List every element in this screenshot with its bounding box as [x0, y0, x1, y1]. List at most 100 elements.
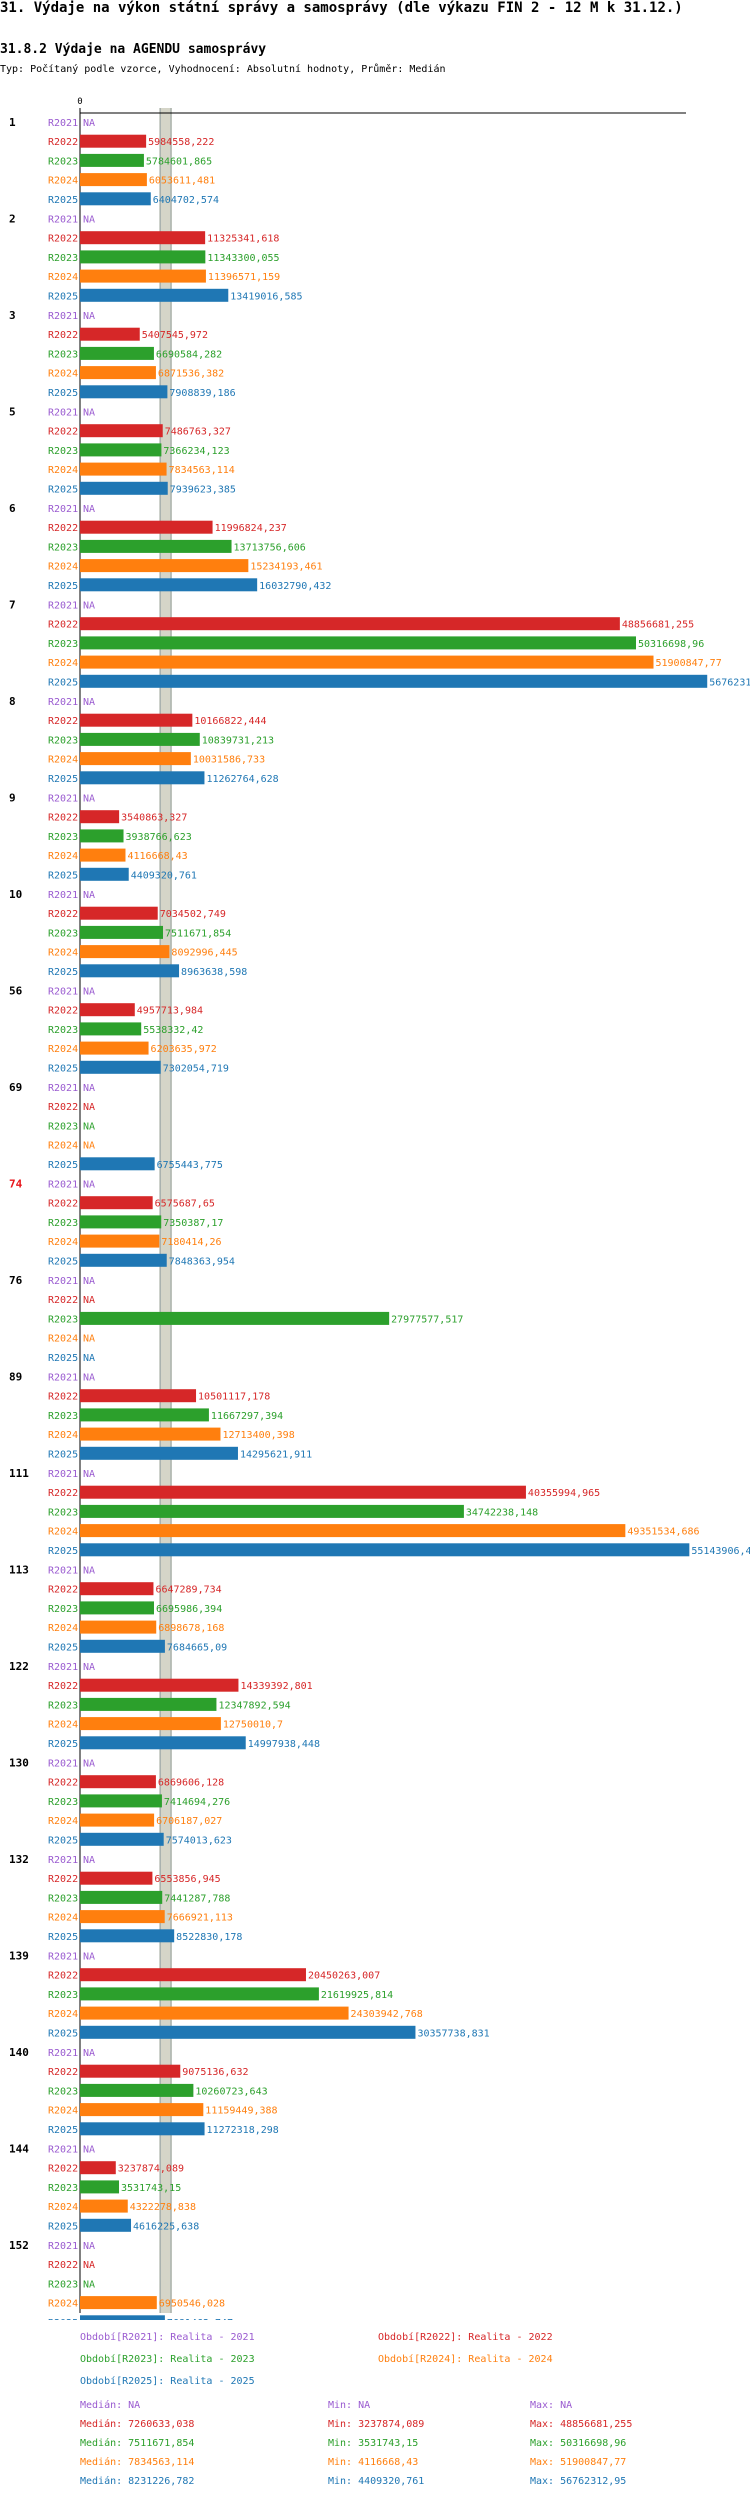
value-label: 51900847,77 — [656, 658, 722, 669]
value-label: 7414694,276 — [164, 1797, 230, 1808]
bar — [80, 327, 140, 341]
series-label: R2022 — [48, 1199, 78, 1210]
series-label: R2023 — [48, 349, 78, 360]
series-label: R2021 — [48, 794, 78, 805]
bar — [80, 2122, 205, 2136]
value-label: 7350387,17 — [163, 1218, 223, 1229]
bar — [80, 1910, 165, 1924]
group-label: 76 — [9, 1274, 23, 1287]
value-label: 48856681,255 — [622, 620, 694, 631]
series-label: R2023 — [48, 2183, 78, 2194]
value-label: 4616225,638 — [133, 2221, 199, 2232]
bar — [80, 848, 126, 862]
value-label: 4322278,838 — [130, 2202, 196, 2213]
series-label: R2024 — [48, 2009, 78, 2020]
series-label: R2025 — [48, 195, 78, 206]
value-label: 7366234,123 — [163, 446, 229, 457]
bar — [80, 752, 191, 766]
value-label: 50316698,96 — [638, 639, 704, 650]
series-label: R2025 — [48, 1160, 78, 1171]
value-label: 11272318,298 — [207, 2125, 279, 2136]
bar — [80, 1639, 165, 1653]
chart-subtitle: Typ: Počítaný podle vzorce, Vyhodnocení:… — [0, 64, 446, 75]
series-label: R2021 — [48, 1180, 78, 1191]
series-label: R2024 — [48, 1720, 78, 1731]
bar — [80, 1582, 154, 1596]
bar — [80, 366, 156, 380]
bar — [80, 1871, 153, 1885]
value-label: 4409320,761 — [131, 870, 197, 881]
value-label: 30357738,831 — [417, 2028, 489, 2039]
value-label: 11343300,055 — [207, 253, 279, 264]
value-label: 3531743,15 — [121, 2183, 181, 2194]
value-label: 6575687,65 — [155, 1199, 215, 1210]
legend-max-R2022: Max: 48856681,255 — [530, 2419, 633, 2430]
series-label: R2024 — [48, 851, 78, 862]
value-label: 7302054,719 — [163, 1063, 229, 1074]
legend-median-R2021: Medián: NA — [80, 2400, 141, 2411]
na-label: NA — [83, 1662, 95, 1673]
group-label: 113 — [9, 1564, 29, 1577]
value-label: 49351534,686 — [627, 1527, 699, 1538]
bar — [80, 636, 636, 650]
bar — [80, 346, 154, 360]
series-label: R2025 — [48, 1063, 78, 1074]
bar — [80, 1620, 157, 1634]
value-label: 34742238,148 — [466, 1507, 538, 1518]
value-label: 6755443,775 — [157, 1160, 223, 1171]
legend-median-R2022: Medián: 7260633,038 — [80, 2419, 195, 2430]
legend-max-R2025: Max: 56762312,95 — [530, 2476, 627, 2487]
bar — [80, 1003, 135, 1017]
bar — [80, 173, 147, 187]
value-label: 13419016,585 — [230, 291, 302, 302]
value-label: 7486763,327 — [165, 427, 231, 438]
bar — [80, 1060, 161, 1074]
bar — [80, 1022, 142, 1036]
na-label: NA — [83, 1295, 95, 1306]
series-label: R2024 — [48, 948, 78, 959]
value-label: 7034502,749 — [160, 909, 226, 920]
group-label: 74 — [9, 1178, 23, 1191]
bar — [80, 481, 168, 495]
series-label: R2024 — [48, 1237, 78, 1248]
bar — [80, 134, 147, 148]
na-label: NA — [83, 794, 95, 805]
na-label: NA — [83, 215, 95, 226]
value-label: 27977577,517 — [391, 1314, 463, 1325]
series-label: R2022 — [48, 427, 78, 438]
series-label: R2025 — [48, 484, 78, 495]
series-label: R2022 — [48, 330, 78, 341]
legend-min-R2022: Min: 3237874,089 — [328, 2419, 425, 2430]
value-label: 14997938,448 — [248, 1739, 320, 1750]
na-label: NA — [83, 118, 95, 129]
bar — [80, 1196, 153, 1210]
bar — [80, 1890, 163, 1904]
series-label: R2024 — [48, 1334, 78, 1345]
series-label: R2024 — [48, 1816, 78, 1827]
series-label: R2024 — [48, 2106, 78, 2117]
value-label: 4957713,984 — [137, 1006, 203, 1017]
value-label: 11159449,388 — [205, 2106, 277, 2117]
series-label: R2022 — [48, 1392, 78, 1403]
value-label: 10839731,213 — [202, 735, 274, 746]
value-label: 7574013,623 — [166, 1835, 232, 1846]
series-label: R2023 — [48, 1314, 78, 1325]
bar — [80, 829, 124, 843]
series-label: R2022 — [48, 620, 78, 631]
value-label: 14295621,911 — [240, 1449, 312, 1460]
group-label: 139 — [9, 1950, 29, 1963]
bar — [80, 1253, 167, 1267]
series-label: R2023 — [48, 928, 78, 939]
value-label: 6203635,972 — [151, 1044, 217, 1055]
bar — [80, 385, 168, 399]
bar — [80, 2064, 181, 2078]
bar — [80, 964, 180, 978]
bar — [80, 1832, 164, 1846]
series-label: R2025 — [48, 774, 78, 785]
series-label: R2025 — [48, 2028, 78, 2039]
series-label: R2021 — [48, 1952, 78, 1963]
bar — [80, 2296, 157, 2310]
series-label: R2021 — [48, 1083, 78, 1094]
value-label: 55143906,413 — [691, 1546, 750, 1557]
bar — [80, 1736, 246, 1750]
